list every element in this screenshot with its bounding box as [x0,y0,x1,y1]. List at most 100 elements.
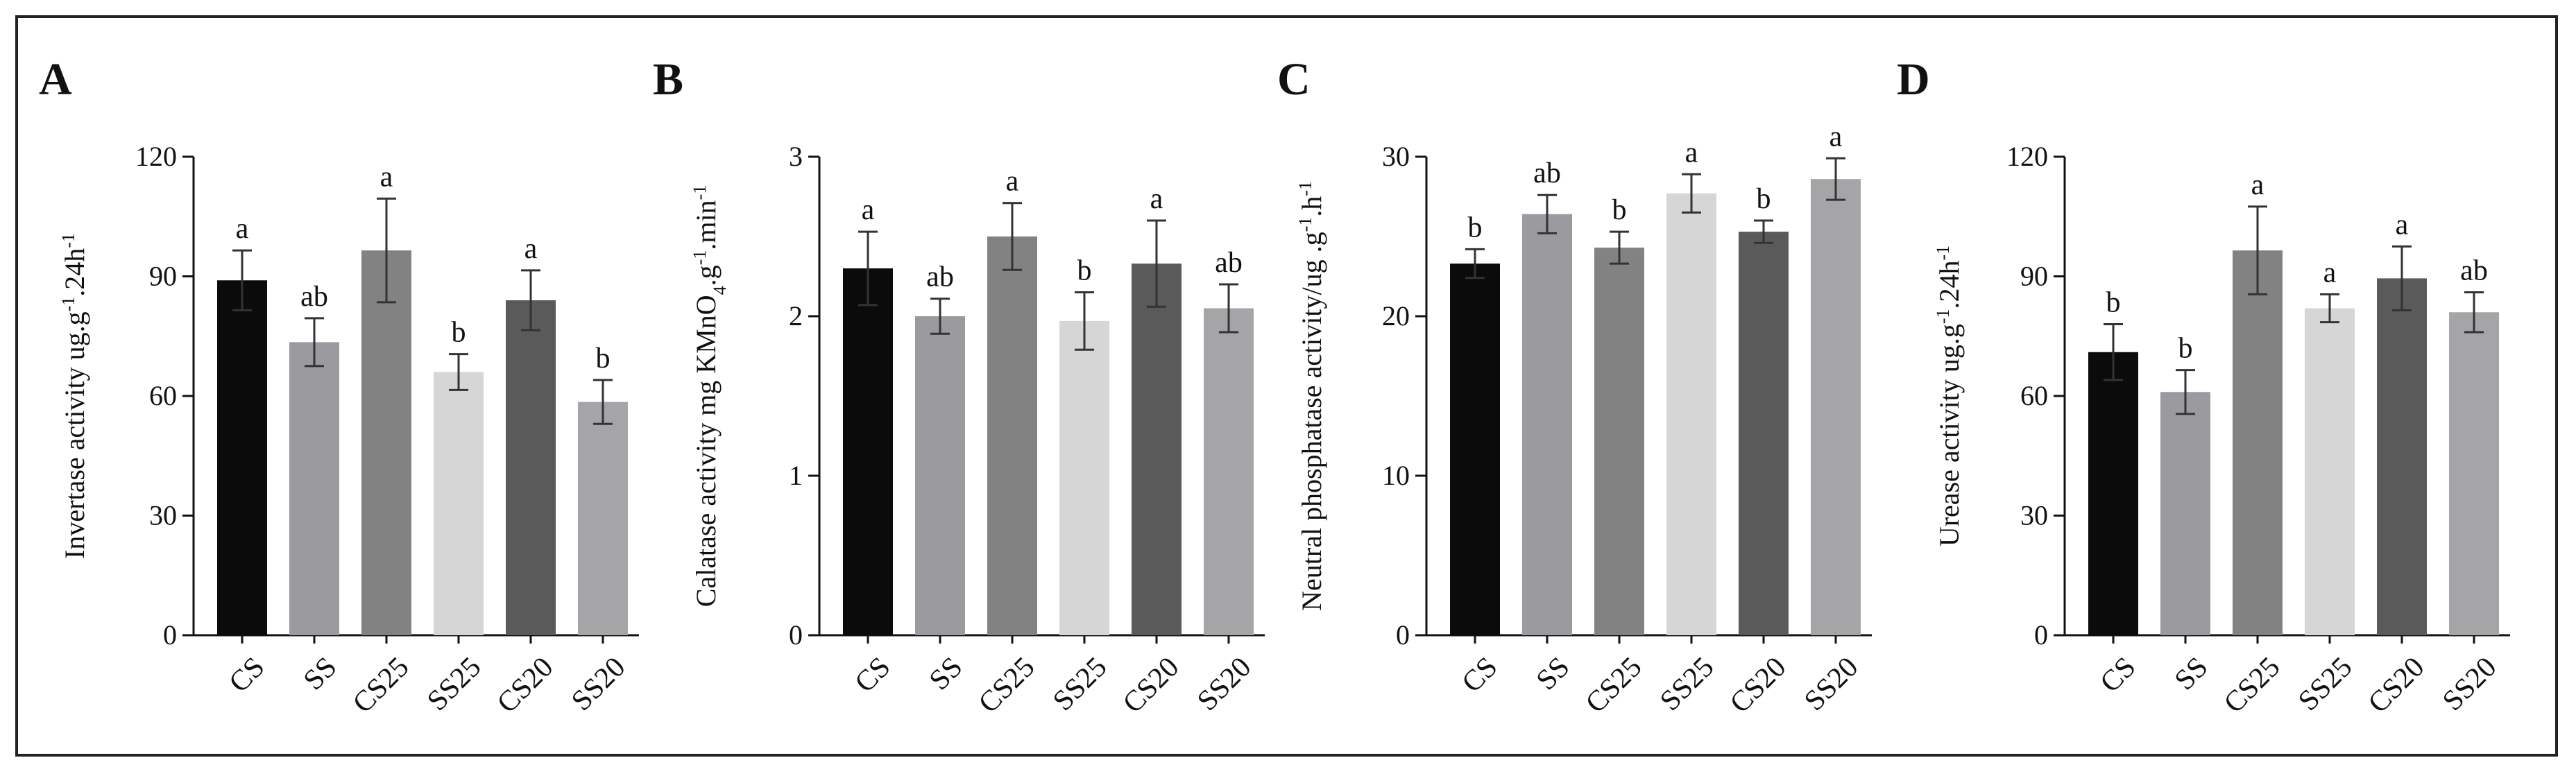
x-tick-label: SS20 [2437,651,2502,717]
bar-cs20 [2377,278,2427,635]
significance-letter: b [1468,212,1483,243]
y-tick-label: 90 [2020,261,2048,292]
y-tick-label: 120 [135,141,177,172]
bar-cs [843,268,893,635]
bar-ss25 [434,372,484,635]
bar-cs20 [1739,232,1789,636]
y-tick-label: 0 [163,619,177,650]
significance-letter: b [1077,255,1092,287]
panel-b: B Calatase activity mg KMnO4.g-1.min-1 0 1 2… [653,54,1265,719]
x-tick-label: SS25 [1047,651,1113,717]
y-tick-label: 30 [2020,500,2048,531]
x-tick-label: SS25 [2292,651,2358,717]
y-tick-label: 120 [2006,141,2048,172]
bar-ss20 [578,402,628,635]
y-axis-label: Neutral phosphatase activity/ug .g-1.h-1 [1295,181,1328,611]
significance-letter: b [2178,333,2193,365]
significance-letter: ab [300,281,328,313]
bar-ss20 [1811,179,1861,635]
y-tick-label: 3 [789,141,803,172]
x-tick-label: CS20 [1724,651,1793,720]
significance-letter: b [1612,194,1627,226]
significance-letter: ab [1215,247,1243,279]
x-tick-label: SS [298,651,343,697]
panel-letter: C [1277,54,1311,105]
x-tick-label: CS25 [2218,651,2287,720]
figure-frame: A Invertase activity ug.g-1.24h-1 0 30 60 90 1… [15,15,2558,757]
significance-letter: a [2251,169,2264,201]
panel-c: C Neutral phosphatase activity/ug .g-1.h-… [1277,54,1872,719]
y-axis-label: Invertase activity ug.g-1.24h-1 [58,233,91,559]
bar-cs25 [361,250,411,635]
panel-letter: D [1897,54,1930,105]
bar-ss25 [2305,308,2355,635]
bar-ss20 [1204,308,1254,635]
bar-ss [2160,392,2210,635]
y-tick-label: 30 [149,500,177,531]
x-tick-label: SS [923,651,969,697]
bar-cs [2088,352,2138,635]
y-tick-label: 2 [789,300,803,331]
x-tick-label: SS25 [421,651,487,717]
bar-cs25 [1594,248,1644,636]
x-tick-label: CS [2095,651,2142,699]
significance-letter: a [1006,166,1019,198]
significance-letter: b [1757,183,1771,215]
significance-letter: a [236,213,249,245]
bar-cs [217,280,267,635]
significance-letter: a [380,161,393,193]
x-tick-label: CS25 [973,651,1041,720]
x-tick-label: CS20 [491,651,560,720]
x-tick-label: CS [223,651,271,699]
x-tick-label: CS [849,651,897,699]
panel-a: A Invertase activity ug.g-1.24h-1 0 30 60 90 1… [39,54,639,719]
bar-ss [915,316,965,635]
significance-letter: a [862,194,875,226]
x-tick-label: CS25 [1580,651,1648,720]
x-tick-label: CS20 [1117,651,1186,720]
significance-letter: a [2396,209,2409,241]
significance-letter: ab [1533,157,1561,189]
significance-letter: b [452,317,466,349]
y-tick-label: 30 [1382,141,1410,172]
x-tick-label: CS20 [2362,651,2431,720]
x-tick-label: SS25 [1654,651,1720,717]
y-tick-label: 0 [2034,619,2048,650]
y-axis-label: Urease activity ug.g-1.24h-1 [1933,245,1965,546]
bar-ss [289,342,339,635]
significance-letter: a [524,233,538,265]
y-tick-label: 1 [789,460,803,491]
x-tick-label: CS25 [347,651,416,720]
x-tick-label: SS20 [1191,651,1257,717]
y-tick-label: 20 [1382,300,1410,331]
y-tick-label: 10 [1382,460,1410,491]
bar-ss25 [1666,193,1716,635]
bar-cs25 [987,236,1037,635]
significance-letter: ab [926,261,954,293]
x-tick-label: SS [1530,651,1576,697]
x-tick-label: CS [1456,651,1504,699]
panel-letter: A [39,54,72,105]
significance-letter: a [2323,257,2337,288]
bar-ss [1522,214,1572,635]
y-tick-label: 0 [1396,619,1410,650]
bar-cs [1450,264,1500,636]
y-tick-label: 90 [149,261,177,292]
x-tick-label: SS [2169,651,2215,697]
bar-cs25 [2233,250,2283,635]
bar-ss20 [2449,312,2499,635]
significance-letter: ab [2460,255,2488,287]
x-tick-label: SS20 [565,651,631,717]
y-tick-label: 0 [789,619,803,650]
y-tick-label: 60 [2020,380,2048,411]
y-tick-label: 60 [149,380,177,411]
significance-letter: a [1685,137,1698,169]
significance-letter: a [1150,183,1163,215]
significance-letter: b [2106,287,2121,319]
x-tick-label: SS20 [1798,651,1864,717]
panel-letter: B [653,54,683,105]
bar-ss25 [1059,320,1109,635]
bar-cs20 [1132,264,1182,636]
bar-cs20 [506,300,556,635]
